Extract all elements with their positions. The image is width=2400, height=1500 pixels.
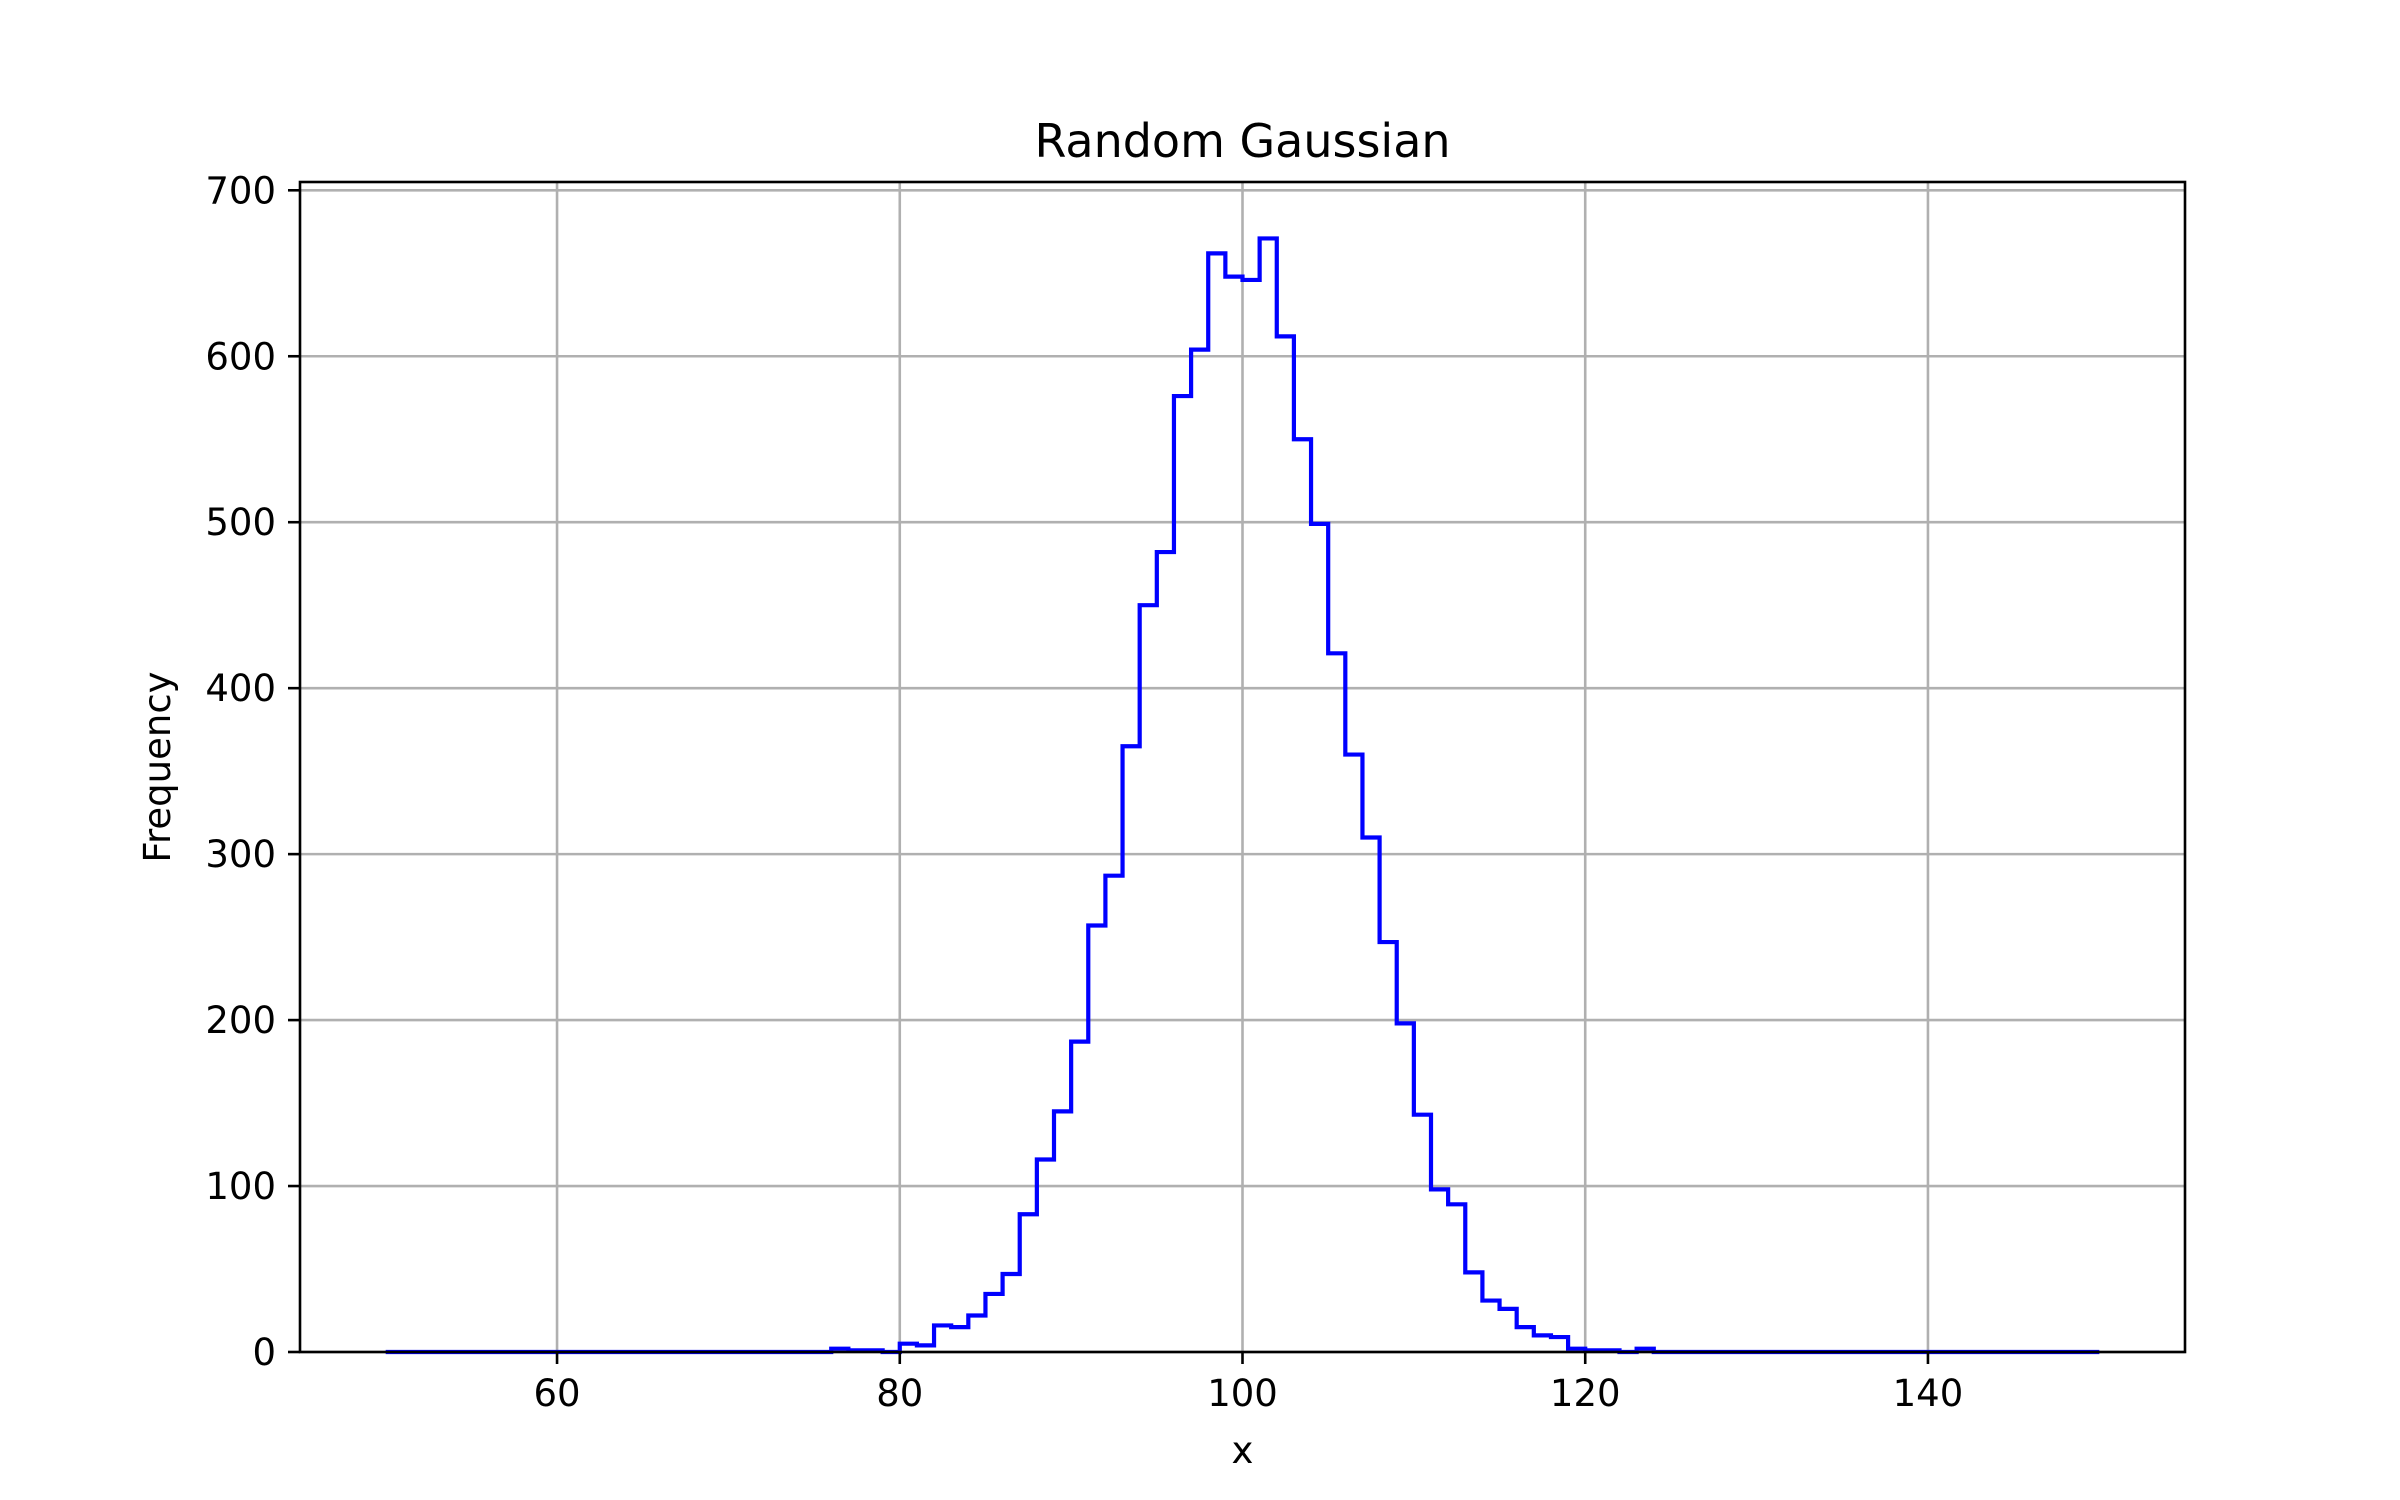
x-tick-label: 100 (1207, 1372, 1278, 1415)
histogram-bin (1328, 653, 1345, 1352)
x-axis: 60 80 100 120 140 (533, 1352, 1963, 1415)
y-tick-label: 400 (205, 667, 276, 710)
histogram-bin (1448, 1204, 1465, 1352)
histogram-bin (1020, 1214, 1037, 1352)
histogram-bin (1362, 838, 1379, 1352)
histogram-bin (1311, 524, 1328, 1352)
grid (300, 182, 2185, 1354)
histogram-bin (1140, 605, 1157, 1352)
x-axis-label: x (1232, 1429, 1254, 1472)
y-tick-label: 300 (205, 833, 276, 876)
histogram-bin (1003, 1274, 1020, 1352)
histogram-bin (1071, 1042, 1088, 1352)
histogram-bin (1431, 1189, 1448, 1352)
histogram-bin (1088, 925, 1105, 1352)
histogram-bin (1037, 1159, 1054, 1352)
histogram-bin (1397, 1023, 1414, 1352)
histogram-bin (1500, 1309, 1517, 1352)
histogram-bin (968, 1315, 985, 1352)
histogram-bin (985, 1294, 1002, 1352)
histogram-bin (1123, 746, 1140, 1352)
x-tick-label: 140 (1893, 1372, 1964, 1415)
histogram-bin (951, 1327, 968, 1352)
chart-title: Random Gaussian (1034, 114, 1450, 168)
y-tick-label: 100 (205, 1165, 276, 1208)
y-tick-label: 0 (252, 1331, 276, 1374)
x-tick-label: 60 (533, 1372, 580, 1415)
histogram-bin (1105, 876, 1122, 1352)
histogram-bin (934, 1325, 951, 1352)
histogram-bin (1294, 439, 1311, 1352)
histogram-bin (1414, 1115, 1431, 1352)
x-tick-label: 80 (876, 1372, 923, 1415)
histogram-bin (1345, 755, 1362, 1352)
histogram-bin (1225, 277, 1242, 1352)
y-tick-label: 500 (205, 501, 276, 544)
y-tick-label: 200 (205, 999, 276, 1042)
histogram-bin (1174, 396, 1191, 1352)
histogram-bin (1482, 1301, 1499, 1352)
histogram-bin (1465, 1272, 1482, 1352)
y-axis: 0 100 200 300 400 500 600 700 (205, 169, 300, 1374)
y-axis-label: Frequency (136, 671, 179, 862)
histogram-bin (1054, 1111, 1071, 1352)
histogram-bin (1551, 1337, 1568, 1352)
histogram-bin (1243, 280, 1260, 1352)
y-tick-label: 700 (205, 169, 276, 212)
histogram-bin (1380, 942, 1397, 1352)
x-tick-label: 120 (1550, 1372, 1621, 1415)
histogram-bin (1534, 1335, 1551, 1352)
y-tick-label: 600 (205, 335, 276, 378)
histogram-bin (1277, 336, 1294, 1352)
histogram-bin (1517, 1327, 1534, 1352)
histogram-bin (1191, 350, 1208, 1352)
histogram-bin (1157, 552, 1174, 1352)
